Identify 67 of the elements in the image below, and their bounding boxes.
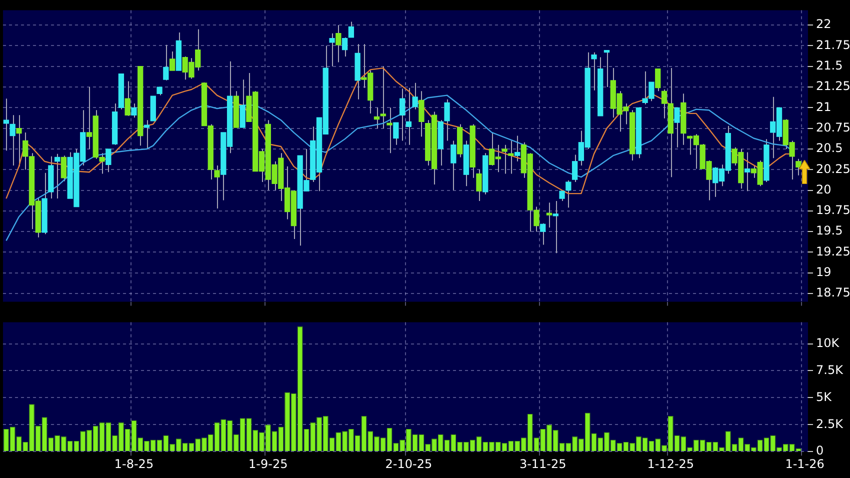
candlestick [348, 21, 354, 38]
candlestick [60, 155, 67, 182]
y-tick-label: 20.25 [816, 162, 850, 176]
y-tick-label: 2.5K [816, 416, 844, 431]
candlestick [240, 79, 246, 128]
y-tick-label: 19 [816, 265, 832, 280]
y-tick-label: 10K [816, 336, 840, 350]
candlestick [10, 114, 16, 166]
candlestick [674, 107, 680, 148]
candlestick [386, 107, 392, 154]
candlestick [502, 144, 508, 174]
y-tick-label: 21 [816, 100, 832, 114]
x-tick-label: 1-1-26 [785, 456, 824, 471]
y-tick-label: 22 [816, 17, 832, 32]
candlestick [508, 140, 514, 174]
y-tick-label: 7.5K [816, 362, 844, 377]
candlestick [16, 114, 22, 167]
candlestick [418, 90, 424, 138]
y-tick-label: 18.75 [816, 286, 850, 300]
candlestick [3, 98, 10, 152]
candlestick [131, 103, 137, 118]
candlestick [380, 66, 386, 129]
candlestick [744, 152, 750, 192]
candlestick [329, 32, 335, 67]
y-tick-label: 20.75 [816, 120, 850, 134]
candlestick [444, 98, 450, 142]
candlestick [336, 24, 342, 63]
candlestick [591, 52, 597, 91]
candlestick [393, 122, 399, 146]
candlestick [540, 222, 546, 246]
candlestick [476, 169, 482, 202]
candlestick [374, 107, 380, 129]
candlestick [552, 200, 558, 254]
y-tick-label: 20.5 [816, 141, 843, 156]
x-tick-label: 1-8-25 [114, 456, 154, 471]
y-tick-label: 21.5 [816, 58, 843, 72]
candlestick [450, 140, 456, 191]
y-tick-label: 0 [816, 444, 824, 458]
y-tick-label: 20 [816, 182, 832, 196]
y-tick-label: 19.75 [816, 203, 850, 218]
candlestick [572, 154, 578, 183]
candlestick [406, 87, 412, 146]
y-tick-label: 5K [816, 390, 833, 404]
candlestick [169, 51, 176, 72]
candlestick [399, 88, 406, 142]
candlestick [546, 202, 552, 228]
x-tick-label: 3-11-25 [519, 456, 566, 471]
candlestick [124, 80, 130, 116]
candlestick [144, 120, 150, 150]
candlestick [412, 82, 418, 110]
candlestick [106, 148, 112, 173]
candlestick [514, 135, 520, 162]
candlestick [604, 50, 610, 88]
y-tick-label: 19.25 [816, 244, 850, 258]
x-tick-label: 2-10-25 [385, 456, 432, 471]
x-tick-label: 1-12-25 [647, 456, 694, 471]
candlestick [214, 165, 220, 209]
candlestick [655, 68, 661, 92]
x-tick-label: 1-9-25 [248, 456, 288, 471]
candlestick [54, 153, 60, 200]
candlestick [163, 44, 169, 81]
y-tick-label: 19.5 [816, 224, 843, 238]
candlestick [342, 36, 348, 57]
candlestick [566, 180, 572, 208]
y-tick-label: 21.25 [816, 79, 850, 94]
candlestick [796, 158, 802, 176]
y-tick-label: 21.75 [816, 38, 850, 52]
